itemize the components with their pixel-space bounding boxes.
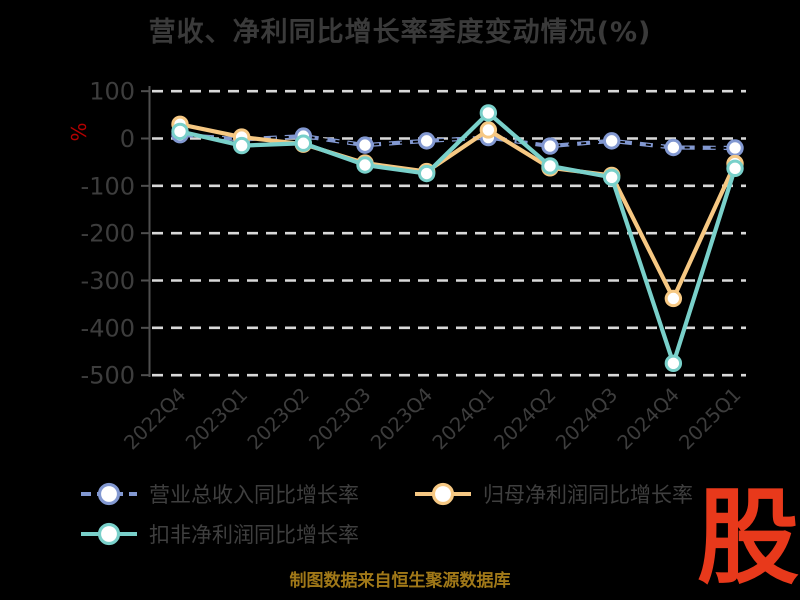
x-axis: 2022Q42023Q12023Q22023Q32023Q42024Q12024… — [120, 383, 746, 454]
y-tick-label: -400 — [81, 314, 135, 342]
legend-marker-net-profit-icon — [415, 482, 471, 506]
data-point-non_gaap-2024Q4 — [664, 354, 683, 373]
legend-marker-revenue-icon — [81, 482, 137, 506]
data-point-revenue-2024Q4 — [664, 138, 683, 157]
data-point-net_profit-2024Q4 — [664, 289, 683, 308]
data-point-non_gaap-2022Q4 — [171, 122, 189, 141]
series-non_gaap — [171, 104, 744, 373]
y-axis-unit-label: % — [67, 122, 91, 141]
data-point-revenue-2024Q2 — [541, 137, 559, 155]
x-tick-label: 2023Q2 — [243, 383, 314, 454]
data-point-non_gaap-2024Q3 — [602, 168, 621, 187]
data-point-revenue-2025Q1 — [726, 139, 744, 157]
series-line-overlay-revenue — [179, 133, 736, 149]
data-point-revenue-2023Q4 — [417, 132, 436, 150]
x-tick-label: 2022Q4 — [120, 383, 191, 454]
legend-item-revenue: 营业总收入同比增长率 — [80, 480, 359, 508]
legend-label-non-gaap: 扣非净利润同比增长率 — [149, 523, 359, 547]
data-point-non_gaap-2023Q4 — [417, 164, 436, 183]
legend-item-non-gaap: 扣非净利润同比增长率 — [80, 520, 359, 548]
x-tick-label: 2024Q4 — [613, 383, 684, 454]
data-point-non_gaap-2023Q1 — [232, 136, 251, 155]
series-line-net_profit — [179, 122, 737, 301]
y-tick-label: -500 — [81, 362, 135, 390]
series-line-non_gaap — [179, 110, 738, 366]
x-tick-label: 2023Q1 — [181, 383, 252, 454]
legend-label-revenue: 营业总收入同比增长率 — [149, 483, 359, 507]
y-tick-label: 100 — [89, 78, 135, 106]
legend-item-net-profit: 归母净利润同比增长率 — [414, 480, 693, 508]
legend-label-net-profit: 归母净利润同比增长率 — [483, 483, 693, 507]
x-tick-label: 2023Q4 — [366, 383, 437, 454]
data-point-non_gaap-2024Q2 — [541, 157, 559, 175]
data-source-note: 制图数据来自恒生聚源数据库 — [289, 571, 511, 591]
x-tick-label: 2024Q3 — [551, 383, 622, 454]
data-point-non_gaap-2025Q1 — [726, 159, 744, 178]
y-tick-label: 0 — [120, 125, 135, 153]
stock-logo: 股 — [697, 477, 799, 600]
data-point-net_profit-2024Q1 — [479, 121, 498, 139]
data-point-non_gaap-2023Q3 — [356, 156, 374, 174]
data-point-revenue-2023Q3 — [356, 136, 374, 154]
y-tick-label: -300 — [81, 267, 135, 295]
x-tick-label: 2023Q3 — [305, 383, 376, 454]
x-tick-label: 2024Q2 — [490, 383, 561, 454]
y-tick-label: -200 — [81, 220, 135, 248]
chart-title: 营收、净利同比增长率季度变动情况(%) — [148, 17, 652, 48]
data-point-non_gaap-2023Q2 — [294, 134, 313, 152]
data-point-non_gaap-2024Q1 — [479, 104, 498, 122]
x-tick-label: 2025Q1 — [675, 383, 746, 454]
x-tick-label: 2024Q1 — [428, 383, 499, 454]
y-axis: 100 0 -100 -200 -300 -400 -500 — [81, 78, 151, 390]
legend-marker-non-gaap-icon — [81, 522, 137, 546]
data-point-revenue-2024Q3 — [602, 132, 621, 150]
y-tick-label: -100 — [81, 172, 135, 200]
